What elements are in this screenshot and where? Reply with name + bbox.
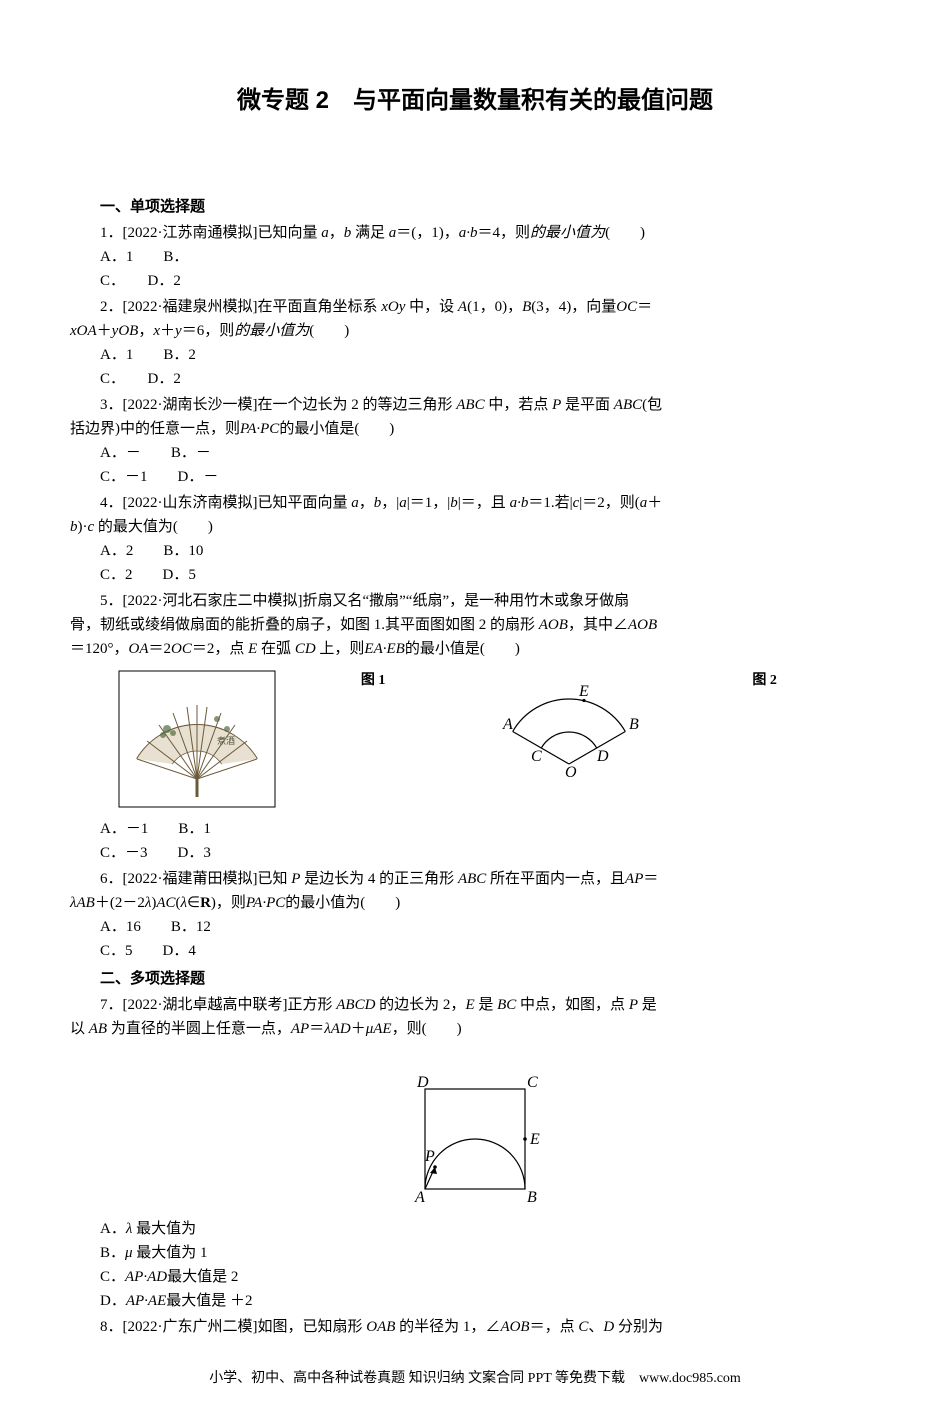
problem-3-stem-line2: 括边界)中的任意一点，则PA·PC的最小值是( )	[70, 417, 880, 441]
problem-7-stem-line1: 7．[2022·湖北卓越高中联考]正方形 ABCD 的边长为 2，E 是 BC …	[70, 993, 880, 1017]
problem-7-figure: D C E A B P	[70, 1049, 880, 1209]
svg-text:P: P	[424, 1148, 435, 1165]
problem-4-stem-line2: b)·c 的最大值为( )	[70, 515, 880, 539]
problem-1: 1．[2022·江苏南通模拟]已知向量 a，b 满足 a＝(，1)，a·b＝4，…	[70, 221, 880, 293]
fan-illustration-svg: 煮酒	[117, 669, 277, 809]
problem-6-choice-row-1: A．16 B．12	[70, 915, 880, 939]
problem-6-stem-line2: λAB＋(2－2λ)AC(λ∈R)，则PA·PC的最小值为( )	[70, 891, 880, 915]
svg-text:C: C	[527, 1074, 538, 1091]
problem-4-stem-line1: 4．[2022·山东济南模拟]已知平面向量 a，b，|a|＝1，|b|＝，且 a…	[70, 491, 880, 515]
problem-4: 4．[2022·山东济南模拟]已知平面向量 a，b，|a|＝1，|b|＝，且 a…	[70, 491, 880, 587]
problem-2-stem-line2: xOA＋yOB，x＋y＝6，则的最小值为( )	[70, 319, 880, 343]
svg-text:E: E	[578, 683, 589, 700]
problem-7: 7．[2022·湖北卓越高中联考]正方形 ABCD 的边长为 2，E 是 BC …	[70, 993, 880, 1041]
problem-5-choice-row-2: C．－3 D．3	[70, 841, 880, 865]
problem-3-stem-line1: 3．[2022·湖南长沙一模]在一个边长为 2 的等边三角形 ABC 中，若点 …	[70, 393, 880, 417]
problem-2-choice-row-2: C． D．2	[70, 367, 880, 391]
problem-8-stem: 8．[2022·广东广州二模]如图，已知扇形 OAB 的半径为 1，∠AOB＝，…	[70, 1315, 880, 1339]
problem-6: 6．[2022·福建莆田模拟]已知 P 是边长为 4 的正三角形 ABC 所在平…	[70, 867, 880, 963]
problem-4-choice-row-1: A．2 B．10	[70, 539, 880, 563]
page-footer: 小学、初中、高中各种试卷真题 知识归纳 文案合同 PPT 等免费下载 www.d…	[70, 1367, 880, 1387]
problem-2: 2．[2022·福建泉州模拟]在平面直角坐标系 xOy 中，设 A(1，0)，B…	[70, 295, 880, 391]
svg-text:D: D	[416, 1074, 429, 1091]
problem-5-stem-line1: 5．[2022·河北石家庄二中模拟]折扇又名“撒扇”“纸扇”，是一种用竹木或象牙…	[70, 589, 880, 613]
document-title: 微专题 2 与平面向量数量积有关的最值问题	[70, 80, 880, 115]
problem-6-stem-line1: 6．[2022·福建莆田模拟]已知 P 是边长为 4 的正三角形 ABC 所在平…	[70, 867, 880, 891]
svg-text:E: E	[529, 1131, 540, 1148]
problem-6-choice-row-2: C．5 D．4	[70, 939, 880, 963]
problem-3-choice-row-2: C．－1 D．－	[70, 465, 880, 489]
problem-3-choice-row-1: A．－ B．－	[70, 441, 880, 465]
problem-5-choice-row-1: A．－1 B．1	[70, 817, 880, 841]
problem-7-stem-line2: 以 AB 为直径的半圆上任意一点，AP＝λAD＋μAE，则( )	[70, 1017, 880, 1041]
figure-2-caption: 图 2	[685, 669, 845, 689]
problem-8: 8．[2022·广东广州二模]如图，已知扇形 OAB 的半径为 1，∠AOB＝，…	[70, 1315, 880, 1339]
problem-7-choices: A．λ 最大值为 B．μ 最大值为 1 C．AP·AD最大值是 2 D．AP·A…	[70, 1217, 880, 1313]
section-2-heading: 二、多项选择题	[70, 967, 880, 991]
problem-5-choices: A．－1 B．1 C．－3 D．3	[70, 817, 880, 865]
svg-text:B: B	[527, 1189, 537, 1206]
square-abcd-svg: D C E A B P	[395, 1049, 555, 1209]
problem-7-choice-d: D．AP·AE最大值是 ＋2	[70, 1289, 880, 1313]
svg-text:C: C	[531, 748, 542, 765]
svg-text:D: D	[596, 748, 609, 765]
problem-1-choice-row-2: C． D．2	[70, 269, 880, 293]
problem-5: 5．[2022·河北石家庄二中模拟]折扇又名“撒扇”“纸扇”，是一种用竹木或象牙…	[70, 589, 880, 661]
problem-2-choice-row-1: A．1 B．2	[70, 343, 880, 367]
svg-text:A: A	[502, 716, 513, 733]
problem-5-figures: 煮酒 图 1 A E B	[70, 669, 880, 809]
problem-3: 3．[2022·湖南长沙一模]在一个边长为 2 的等边三角形 ABC 中，若点 …	[70, 393, 880, 489]
figure-1-caption: 图 1	[293, 669, 453, 689]
section-1-heading: 一、单项选择题	[70, 195, 880, 219]
svg-text:煮酒: 煮酒	[217, 736, 235, 746]
problem-4-choice-row-2: C．2 D．5	[70, 563, 880, 587]
problem-1-choice-row-1: A．1 B．	[70, 245, 880, 269]
problem-7-choice-a: A．λ 最大值为	[70, 1217, 880, 1241]
problem-2-stem-line1: 2．[2022·福建泉州模拟]在平面直角坐标系 xOy 中，设 A(1，0)，B…	[70, 295, 880, 319]
problem-1-stem: 1．[2022·江苏南通模拟]已知向量 a，b 满足 a＝(，1)，a·b＝4，…	[70, 221, 880, 245]
problem-5-stem-line3: ＝120°，OA＝2OC＝2，点 E 在弧 CD 上，则EA·EB的最小值是( …	[70, 637, 880, 661]
problem-7-choice-b: B．μ 最大值为 1	[70, 1241, 880, 1265]
problem-5-stem-line2: 骨，韧纸或绫绢做扇面的能折叠的扇子，如图 1.其平面图如图 2 的扇形 AOB，…	[70, 613, 880, 637]
svg-text:B: B	[629, 716, 639, 733]
svg-text:O: O	[565, 764, 577, 779]
svg-text:A: A	[414, 1189, 425, 1206]
sector-aob-svg: A E B C D O	[469, 669, 669, 779]
problem-7-choice-c: C．AP·AD最大值是 2	[70, 1265, 880, 1289]
